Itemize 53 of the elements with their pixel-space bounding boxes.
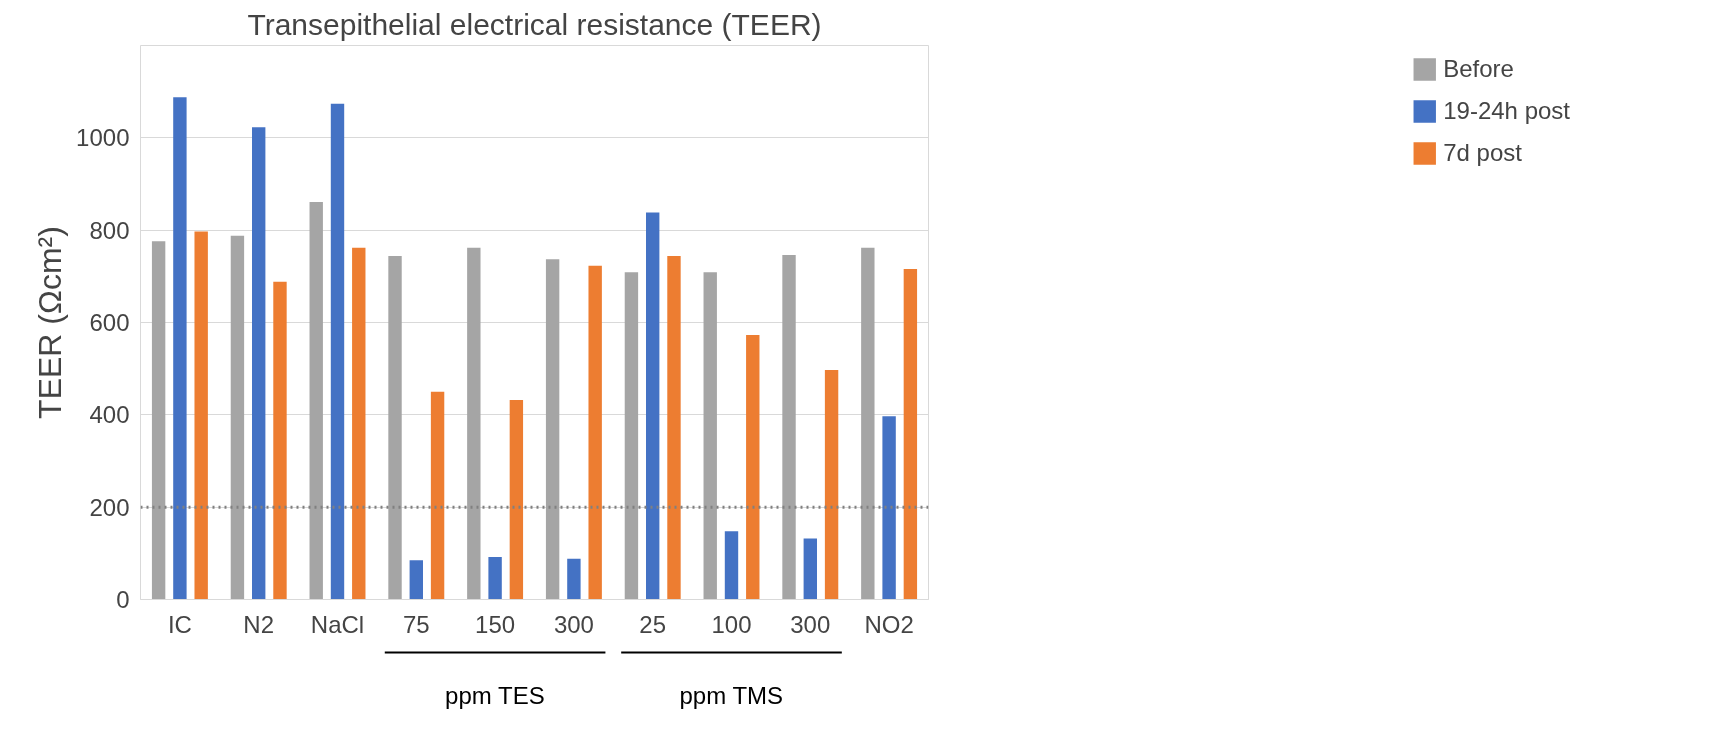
bar (352, 247, 366, 600)
y-tick-label: 0 (116, 586, 130, 613)
x-tick-label: NO2 (864, 610, 914, 638)
bar (882, 416, 896, 600)
x-tick-label: 300 (790, 610, 831, 638)
x-tick-label: 25 (639, 610, 667, 638)
bar (567, 558, 581, 600)
bar (724, 531, 739, 600)
bar (230, 235, 245, 600)
bar (624, 272, 639, 600)
bar (273, 281, 287, 600)
bar (252, 127, 266, 600)
y-tick-label: 400 (89, 401, 130, 429)
legend-label: 7d post (1443, 139, 1522, 167)
x-tick-label: IC (167, 610, 192, 638)
bar (509, 400, 524, 600)
legend-label: 19-24h post (1443, 97, 1570, 125)
bar (330, 103, 345, 600)
text: ppm TMS (679, 681, 784, 709)
bar (824, 370, 839, 600)
y-tick-label: 800 (89, 216, 130, 244)
x-tick-label: N2 (243, 610, 275, 638)
bar (467, 247, 481, 600)
bar (746, 334, 760, 600)
bar (588, 265, 602, 600)
bar (903, 268, 918, 600)
legend-label: Before (1443, 55, 1514, 83)
y-tick-label: 200 (89, 493, 130, 521)
bar (667, 256, 681, 600)
x-tick-label: NaCl (310, 610, 365, 638)
bar (430, 391, 445, 600)
bar (309, 202, 323, 600)
text: ppm TES (445, 681, 545, 709)
bar (782, 255, 796, 600)
bar (388, 256, 402, 600)
y-axis-title: TEER (Ωcm²) (32, 226, 69, 419)
bar (151, 241, 166, 600)
y-tick-label: 1000 (76, 124, 130, 152)
bar (409, 560, 423, 600)
bar (545, 259, 560, 600)
bar (194, 231, 208, 600)
x-tick-label: 100 (711, 610, 752, 638)
x-tick-label: 300 (553, 610, 594, 638)
bar (173, 97, 187, 600)
bar (861, 247, 875, 600)
bar (803, 538, 817, 600)
bar (646, 212, 660, 600)
chart-title: Transepithelial electrical resistance (TEER) (247, 7, 822, 41)
y-tick-label: 600 (89, 309, 130, 336)
x-tick-label: 150 (475, 610, 516, 638)
bar (703, 272, 717, 600)
x-tick-label: 75 (402, 610, 430, 638)
bar (488, 557, 502, 600)
